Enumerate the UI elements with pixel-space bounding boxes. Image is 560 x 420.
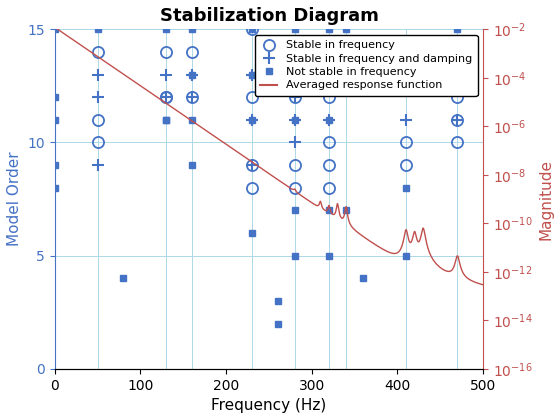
Averaged response function (69, 37, 76, 42)
Stable in frequency (94, 140, 101, 145)
Stable in frequency (325, 94, 332, 100)
Stable in frequency (163, 94, 170, 100)
Stable in frequency (94, 117, 101, 122)
Stable in frequency and damping (291, 140, 298, 145)
Averaged response function (52, 25, 59, 30)
Not stable in frequency (189, 27, 195, 32)
Averaged response function (77, 42, 84, 47)
Stable in frequency and damping (163, 94, 170, 100)
Stable in frequency (249, 27, 255, 32)
Stable in frequency (291, 163, 298, 168)
Stable in frequency and damping (249, 163, 255, 168)
Stable in frequency (189, 50, 195, 55)
Stable in frequency and damping (249, 72, 255, 77)
Stable in frequency (94, 50, 101, 55)
Not stable in frequency (52, 185, 58, 190)
Not stable in frequency (163, 27, 170, 32)
Stable in frequency and damping (291, 94, 298, 100)
Not stable in frequency (291, 253, 298, 258)
Line: Averaged response function: Averaged response function (55, 28, 483, 285)
Stable in frequency (454, 94, 461, 100)
Not stable in frequency (325, 208, 332, 213)
Y-axis label: Magnitude: Magnitude (538, 158, 553, 239)
Not stable in frequency (249, 27, 255, 32)
Averaged response function (136, 82, 142, 87)
Stable in frequency (403, 163, 409, 168)
Not stable in frequency (189, 163, 195, 168)
Not stable in frequency (163, 117, 170, 122)
Not stable in frequency (189, 117, 195, 122)
Not stable in frequency (325, 117, 332, 122)
Stable in frequency and damping (94, 94, 101, 100)
Averaged response function (261, 168, 268, 173)
Stable in frequency and damping (94, 163, 101, 168)
Line: Stable in frequency: Stable in frequency (92, 24, 463, 193)
Not stable in frequency (52, 163, 58, 168)
Line: Stable in frequency and damping: Stable in frequency and damping (92, 69, 463, 171)
Stable in frequency (291, 94, 298, 100)
Line: Not stable in frequency: Not stable in frequency (52, 26, 460, 326)
Stable in frequency and damping (325, 117, 332, 122)
Stable in frequency (163, 94, 170, 100)
Stable in frequency and damping (454, 117, 461, 122)
Not stable in frequency (291, 27, 298, 32)
Not stable in frequency (52, 117, 58, 122)
Stable in frequency (403, 140, 409, 145)
Stable in frequency and damping (189, 94, 195, 100)
Legend: Stable in frequency, Stable in frequency and damping, Not stable in frequency, A: Stable in frequency, Stable in frequency… (255, 35, 478, 96)
Not stable in frequency (291, 208, 298, 213)
Stable in frequency (454, 140, 461, 145)
Stable in frequency and damping (163, 72, 170, 77)
Not stable in frequency (120, 276, 127, 281)
Stable in frequency (454, 117, 461, 122)
Not stable in frequency (52, 94, 58, 100)
Not stable in frequency (249, 72, 255, 77)
Stable in frequency and damping (94, 72, 101, 77)
Stable in frequency (249, 94, 255, 100)
Not stable in frequency (360, 276, 367, 281)
Stable in frequency and damping (403, 117, 409, 122)
Averaged response function (457, 263, 464, 268)
Not stable in frequency (325, 27, 332, 32)
Averaged response function (480, 282, 487, 287)
Not stable in frequency (454, 27, 461, 32)
Stable in frequency (163, 50, 170, 55)
Not stable in frequency (403, 253, 409, 258)
Stable in frequency and damping (249, 117, 255, 122)
Stable in frequency (325, 140, 332, 145)
Stable in frequency (325, 163, 332, 168)
Stable in frequency (291, 185, 298, 190)
Y-axis label: Model Order: Model Order (7, 152, 22, 247)
Averaged response function (54, 26, 60, 32)
Not stable in frequency (274, 298, 281, 303)
Stable in frequency and damping (189, 72, 195, 77)
Stable in frequency (249, 163, 255, 168)
Not stable in frequency (325, 253, 332, 258)
Not stable in frequency (52, 27, 58, 32)
Not stable in frequency (163, 117, 170, 122)
Not stable in frequency (291, 117, 298, 122)
Title: Stabilization Diagram: Stabilization Diagram (160, 7, 379, 25)
Stable in frequency and damping (291, 117, 298, 122)
Not stable in frequency (94, 27, 101, 32)
Not stable in frequency (403, 185, 409, 190)
Not stable in frequency (343, 208, 349, 213)
X-axis label: Frequency (Hz): Frequency (Hz) (211, 398, 326, 413)
Not stable in frequency (189, 72, 195, 77)
Not stable in frequency (274, 321, 281, 326)
Stable in frequency (249, 185, 255, 190)
Stable in frequency (325, 185, 332, 190)
Not stable in frequency (249, 117, 255, 122)
Stable in frequency (189, 94, 195, 100)
Not stable in frequency (343, 27, 349, 32)
Not stable in frequency (249, 231, 255, 236)
